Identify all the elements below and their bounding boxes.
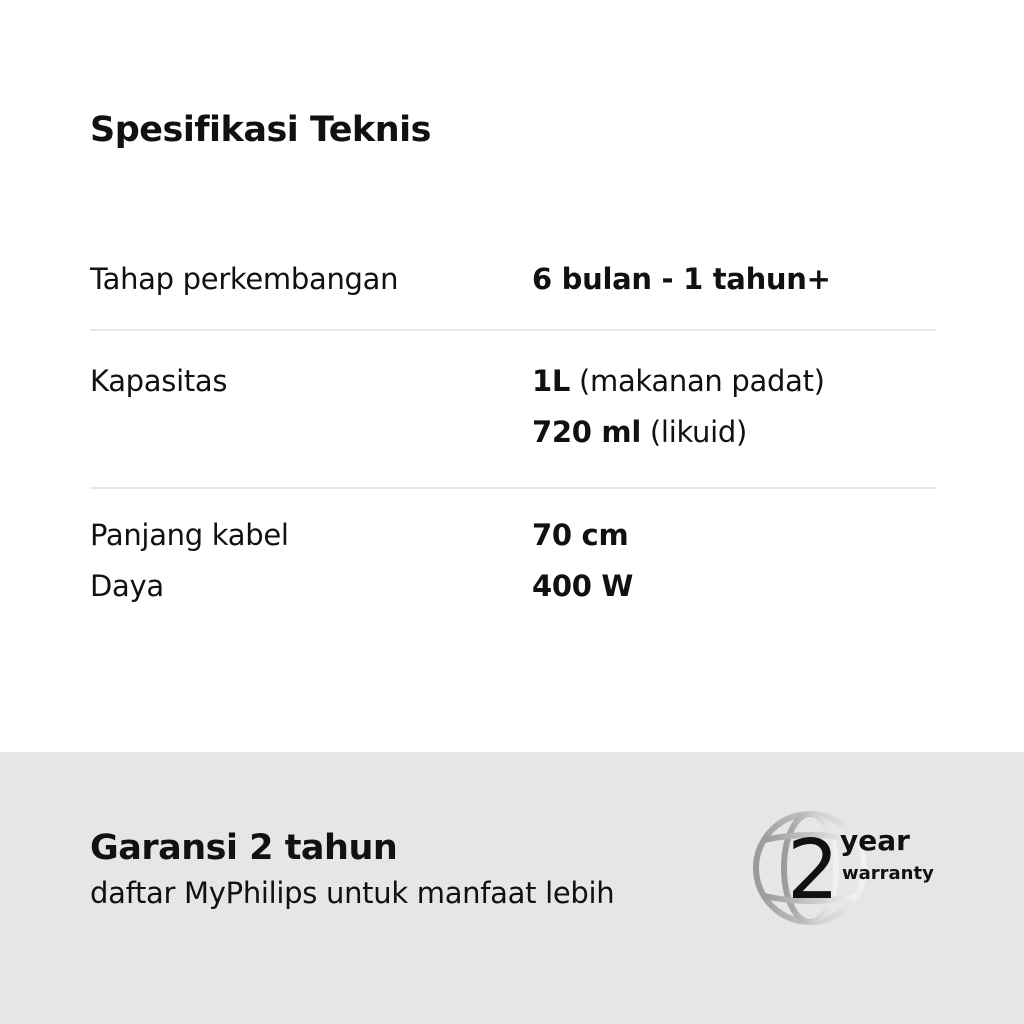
warranty-word: warranty — [842, 863, 934, 884]
spec-value-note: (likuid) — [641, 415, 748, 449]
spec-label: Panjang kabel — [90, 518, 289, 552]
warranty-number: 2 — [787, 823, 839, 918]
spec-label: Kapasitas — [90, 364, 228, 398]
spec-value: 70 cm — [532, 510, 629, 561]
spec-value-bold: 70 cm — [532, 518, 629, 552]
spec-value: 400 W — [532, 561, 633, 612]
spec-label: Tahap perkembangan — [90, 262, 399, 296]
spec-value-bold: 400 W — [532, 569, 634, 603]
spec-label: Daya — [90, 569, 164, 603]
spec-value: 1L (makanan padat) — [532, 356, 825, 407]
page-title: Spesifikasi Teknis — [90, 110, 431, 150]
divider — [90, 329, 936, 331]
warranty-logo: 2 year warranty — [753, 811, 934, 925]
warranty-year: year — [840, 824, 910, 857]
warranty-banner: Garansi 2 tahun daftar MyPhilips untuk m… — [0, 752, 1024, 1024]
spec-value: 720 ml (likuid) — [532, 407, 747, 458]
spec-value-bold: 1L — [532, 364, 571, 398]
spec-value: 6 bulan - 1 tahun+ — [532, 254, 831, 305]
warranty-subtitle: daftar MyPhilips untuk manfaat lebih — [90, 876, 615, 910]
spec-value-bold: 720 ml — [532, 415, 641, 449]
spec-value-note: (makanan padat) — [570, 364, 825, 398]
divider — [90, 487, 936, 489]
spec-value-bold: 6 bulan - 1 tahun+ — [532, 262, 831, 296]
globe-icon — [753, 811, 867, 925]
warranty-title: Garansi 2 tahun — [90, 828, 398, 868]
